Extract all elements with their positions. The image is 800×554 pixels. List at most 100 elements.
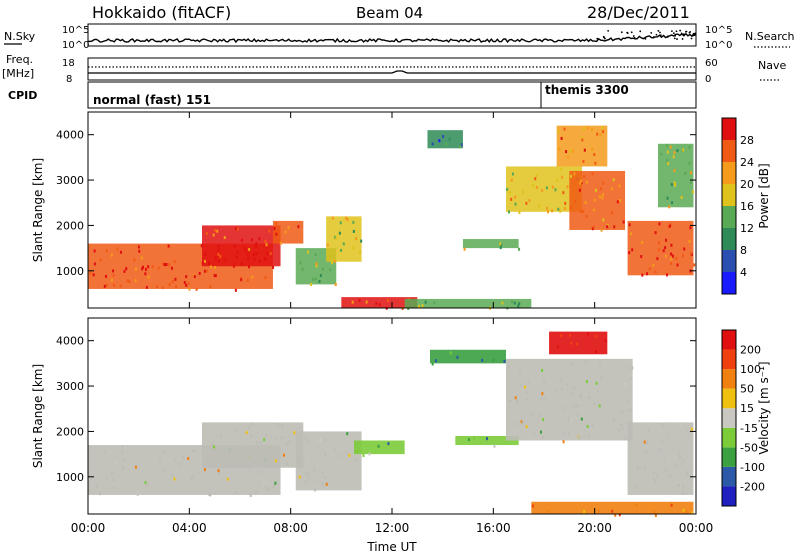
velocity-speckle (250, 434, 253, 438)
velocity-speckle (524, 385, 527, 389)
power-speckle (535, 185, 538, 189)
velocity-speckle (680, 424, 683, 428)
power-colorbar-tick: 12 (740, 222, 754, 235)
power-speckle (593, 198, 596, 202)
velocity-speckle (265, 434, 268, 438)
velocity-data (88, 331, 694, 517)
power-region-fill (404, 298, 532, 308)
velocity-speckle (508, 366, 511, 370)
velocity-speckle (570, 392, 573, 396)
power-speckle (284, 230, 287, 234)
power-speckle (560, 167, 563, 171)
power-speckle (459, 144, 462, 148)
power-speckle (671, 201, 674, 205)
velocity-speckle (559, 334, 562, 338)
xaxis-label: Time UT (366, 540, 417, 554)
power-speckle (273, 227, 276, 231)
power-yaxis-ticks: 1000 2000 3000 4000 (56, 129, 696, 278)
velocity-speckle (145, 483, 148, 487)
power-speckle (563, 127, 566, 131)
velocity-speckle (655, 473, 658, 477)
power-speckle (591, 172, 594, 176)
velocity-speckle (264, 485, 267, 489)
power-speckle (217, 252, 220, 256)
velocity-speckle (304, 437, 307, 441)
power-speckle (670, 261, 673, 265)
velocity-speckle (629, 377, 632, 381)
power-speckle (442, 135, 445, 139)
power-speckle (690, 181, 693, 185)
power-speckle (240, 278, 243, 282)
velocity-speckle (541, 392, 544, 396)
velocity-speckle (570, 341, 573, 345)
power-speckle (240, 262, 243, 266)
velocity-speckle (249, 433, 252, 437)
freq-series-line (88, 70, 696, 74)
power-speckle (171, 280, 174, 284)
velocity-speckle (690, 511, 693, 515)
power-speckle (567, 155, 570, 159)
power-speckle (514, 195, 517, 199)
velocity-speckle (573, 404, 576, 408)
power-speckle (669, 145, 672, 149)
nsky-left-tick-bottom: 10^0 (62, 40, 89, 51)
velocity-speckle (637, 467, 640, 471)
power-speckle (566, 185, 569, 189)
power-speckle (689, 251, 692, 255)
power-speckle (275, 221, 278, 225)
power-speckle (670, 243, 673, 247)
power-speckle (185, 275, 188, 279)
power-speckle (600, 228, 603, 232)
power-speckle (563, 206, 566, 210)
velocity-yaxis-ticks: 1000 2000 3000 4000 (56, 335, 696, 484)
velocity-ytick-label: 2000 (56, 425, 84, 438)
power-speckle (592, 208, 595, 212)
velocity-speckle (541, 436, 544, 440)
power-speckle (421, 304, 424, 308)
power-speckle (606, 225, 609, 229)
nsearch-dot (626, 31, 629, 34)
velocity-speckle (595, 334, 598, 338)
nsky-left-tick-top: 10^5 (62, 25, 89, 36)
velocity-colorbar-tick: 50 (740, 383, 754, 396)
power-speckle (594, 188, 597, 192)
nsky-series-line (87, 32, 697, 44)
velocity-speckle (670, 503, 673, 507)
power-speckle (105, 249, 108, 253)
power-speckle (134, 279, 137, 283)
velocity-speckle (623, 436, 626, 440)
power-speckle (521, 190, 524, 194)
velocity-speckle (256, 440, 259, 444)
power-speckle (670, 257, 673, 261)
power-speckle (338, 231, 341, 235)
power-speckle (301, 267, 304, 271)
velocity-speckle (682, 485, 685, 489)
power-speckle (602, 130, 605, 134)
power-speckle (105, 274, 108, 278)
velocity-speckle (239, 444, 242, 448)
power-speckle (89, 271, 92, 275)
power-speckle (170, 266, 173, 270)
power-speckle (312, 277, 315, 281)
power-speckle (240, 238, 243, 242)
velocity-speckle (509, 399, 512, 403)
velocity-region-fill (506, 358, 633, 441)
power-speckle (546, 206, 549, 210)
velocity-panel: 1000 2000 3000 4000 Slant Range [km] 200 100… (31, 317, 771, 517)
velocity-region (202, 422, 305, 468)
velocity-speckle (282, 453, 285, 457)
velocity-speckle (522, 420, 525, 424)
nsearch-dot (694, 32, 697, 35)
velocity-speckle (334, 446, 337, 450)
power-speckle (174, 277, 177, 281)
velocity-speckle (662, 438, 665, 442)
nsearch-dot (657, 30, 660, 32)
power-speckle (203, 269, 206, 273)
power-speckle (103, 284, 106, 288)
power-speckle (581, 136, 584, 140)
power-speckle (628, 251, 631, 255)
velocity-speckle (635, 503, 638, 507)
power-speckle (331, 216, 334, 220)
power-speckle (528, 199, 531, 203)
